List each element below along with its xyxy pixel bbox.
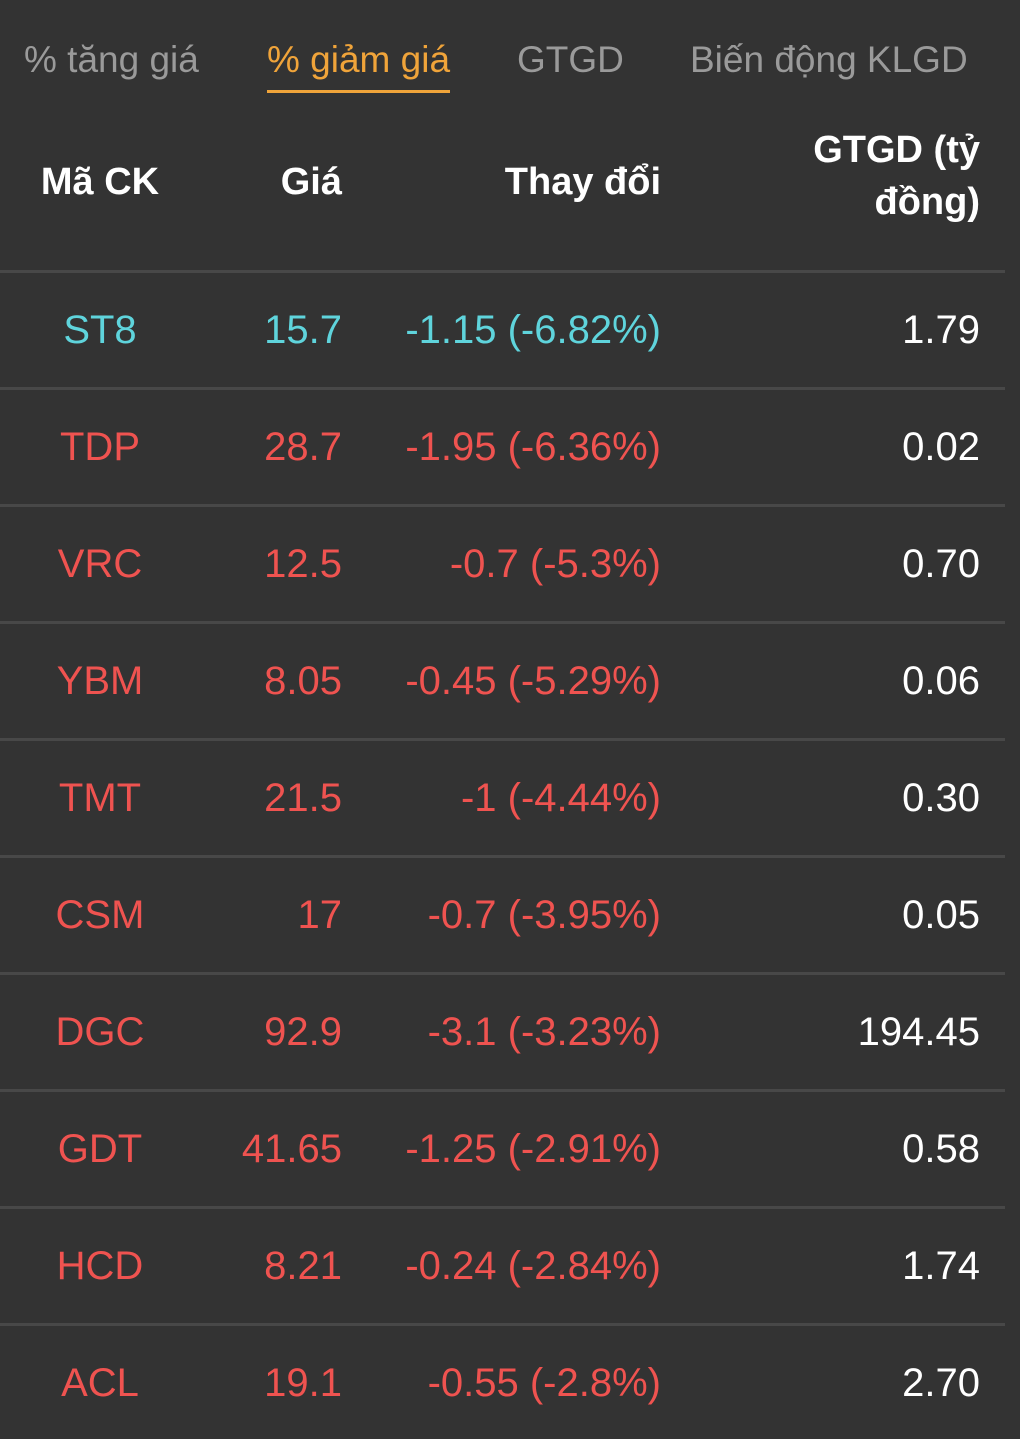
table-row[interactable]: YBM 8.05 -0.45 (-5.29%) 0.06 — [0, 624, 1005, 741]
stock-code: HCD — [56, 1244, 144, 1288]
table-row[interactable]: CSM 17 -0.7 (-3.95%) 0.05 — [0, 858, 1005, 975]
stock-trading-value: 0.05 — [902, 893, 980, 937]
tab-top-gainers[interactable]: % tăng giá — [24, 39, 199, 80]
stock-trading-value: 1.74 — [902, 1244, 980, 1288]
stock-price: 21.5 — [264, 776, 342, 820]
stock-change: -0.55 (-2.8%) — [427, 1361, 661, 1405]
table-row[interactable]: ST8 15.7 -1.15 (-6.82%) 1.79 — [0, 273, 1005, 390]
table-row[interactable]: TDP 28.7 -1.95 (-6.36%) 0.02 — [0, 390, 1005, 507]
column-header-value-line2: đồng) — [874, 181, 980, 223]
stock-code: ACL — [61, 1361, 139, 1405]
column-header-change: Thay đổi — [504, 161, 661, 203]
table-row[interactable]: VRC 12.5 -0.7 (-5.3%) 0.70 — [0, 507, 1005, 624]
column-header-price: Giá — [280, 161, 342, 203]
stock-trading-value: 2.70 — [902, 1361, 980, 1405]
stock-price: 92.9 — [264, 1010, 342, 1054]
stock-price: 28.7 — [264, 425, 342, 469]
table-row[interactable]: ACL 19.1 -0.55 (-2.8%) 2.70 — [0, 1326, 1005, 1439]
stock-change: -1.95 (-6.36%) — [405, 425, 661, 469]
tab-trading-value[interactable]: GTGD — [517, 39, 624, 80]
stock-trading-value: 0.06 — [902, 659, 980, 703]
stock-price: 12.5 — [264, 542, 342, 586]
stock-change: -0.45 (-5.29%) — [405, 659, 661, 703]
tab-top-losers[interactable]: % giảm giá — [267, 36, 451, 93]
stock-price: 41.65 — [241, 1127, 342, 1171]
stock-code: TDP — [60, 425, 140, 469]
stock-code: YBM — [56, 659, 144, 703]
stock-price: 8.05 — [264, 659, 342, 703]
stock-price: 8.21 — [264, 1244, 342, 1288]
stock-trading-value: 0.30 — [902, 776, 980, 820]
stock-change: -0.24 (-2.84%) — [405, 1244, 661, 1288]
tab-volume-change[interactable]: Biến động KLGD — [690, 39, 968, 80]
stock-code: VRC — [57, 542, 143, 586]
stock-trading-value: 0.02 — [902, 425, 980, 469]
stock-price: 19.1 — [264, 1361, 342, 1405]
stock-trading-value: 0.58 — [902, 1127, 980, 1171]
stock-code: GDT — [57, 1127, 143, 1171]
stock-code: TMT — [58, 776, 142, 820]
stock-change: -3.1 (-3.23%) — [427, 1010, 661, 1054]
table-row[interactable]: GDT 41.65 -1.25 (-2.91%) 0.58 — [0, 1092, 1005, 1209]
stock-trading-value: 0.70 — [902, 542, 980, 586]
table-header: Mã CK Giá Thay đổi GTGD (tỷ đồng) — [0, 110, 1005, 273]
column-header-value: GTGD (tỷ đồng) — [700, 124, 980, 228]
stock-price: 17 — [297, 893, 343, 937]
tab-bar: % tăng giá % giảm giá GTGD Biến động KLG… — [0, 0, 1020, 110]
stock-code: DGC — [55, 1010, 145, 1054]
stock-change: -1 (-4.44%) — [460, 776, 661, 820]
column-header-code: Mã CK — [40, 161, 160, 203]
stock-price: 15.7 — [264, 308, 342, 352]
table-row[interactable]: HCD 8.21 -0.24 (-2.84%) 1.74 — [0, 1209, 1005, 1326]
table-row[interactable]: DGC 92.9 -3.1 (-3.23%) 194.45 — [0, 975, 1005, 1092]
stock-change: -1.25 (-2.91%) — [405, 1127, 661, 1171]
stock-change: -0.7 (-5.3%) — [449, 542, 661, 586]
stock-change: -0.7 (-3.95%) — [427, 893, 661, 937]
table-row[interactable]: TMT 21.5 -1 (-4.44%) 0.30 — [0, 741, 1005, 858]
stock-trading-value: 194.45 — [857, 1010, 980, 1054]
column-header-value-line1: GTGD (tỷ — [813, 129, 980, 171]
stock-change: -1.15 (-6.82%) — [405, 308, 661, 352]
table-body: ST8 15.7 -1.15 (-6.82%) 1.79 TDP 28.7 -1.95 (-… — [0, 273, 1005, 1439]
stock-code: ST8 — [63, 308, 137, 352]
stock-code: CSM — [55, 893, 145, 937]
stock-trading-value: 1.79 — [902, 308, 980, 352]
